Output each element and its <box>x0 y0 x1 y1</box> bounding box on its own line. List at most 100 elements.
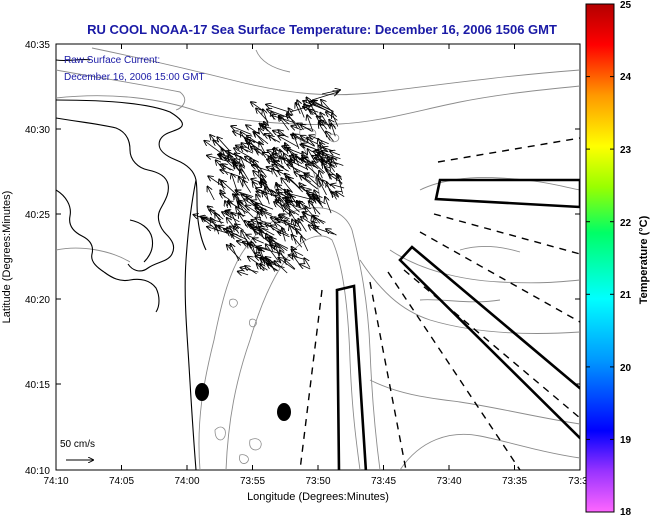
current-vector <box>300 264 311 270</box>
current-vector <box>304 258 311 268</box>
current-vector <box>248 222 264 233</box>
current-vector <box>332 113 339 127</box>
current-vector <box>262 192 269 201</box>
traffic-lanes-dashed <box>299 137 580 470</box>
current-vector <box>256 109 269 122</box>
y-tick-label: 40:25 <box>25 210 50 221</box>
current-vector <box>322 163 332 177</box>
current-vector <box>259 142 266 153</box>
current-vector <box>311 92 338 101</box>
current-vector <box>266 237 289 249</box>
current-vector <box>313 195 324 208</box>
current-vector <box>338 176 343 194</box>
current-vector <box>234 159 244 167</box>
y-tick-label: 40:15 <box>25 380 50 391</box>
current-vector <box>326 132 334 142</box>
current-vector <box>271 158 288 172</box>
colorbar-tick-label: 22 <box>620 218 632 229</box>
current-vector <box>276 200 290 212</box>
y-tick-label: 40:10 <box>25 466 50 477</box>
x-axis: 74:10 74:05 74:00 73:55 73:50 73:45 73:4… <box>43 44 588 503</box>
current-vector <box>254 160 267 177</box>
x-tick-label: 73:45 <box>371 476 396 487</box>
current-vector <box>217 137 230 151</box>
current-vector <box>278 193 292 199</box>
current-vector <box>208 176 226 189</box>
current-vector <box>317 176 321 187</box>
current-vector <box>241 132 249 145</box>
current-vector <box>250 140 259 156</box>
current-vector <box>282 229 285 242</box>
x-tick-label: 74:00 <box>174 476 199 487</box>
dump-zone-north <box>434 178 580 209</box>
dump-zone-polygons <box>335 178 580 470</box>
current-vector <box>301 237 309 252</box>
x-tick-label: 74:10 <box>43 476 68 487</box>
current-vector <box>273 131 289 138</box>
current-vector <box>297 202 308 208</box>
current-vector <box>331 192 339 198</box>
plot-area <box>55 43 581 471</box>
y-axis-label: Latitude (Degrees:Minutes) <box>1 191 13 324</box>
current-vector <box>272 154 284 160</box>
current-vector <box>318 139 322 150</box>
current-vector <box>236 207 244 218</box>
current-vector <box>304 174 314 178</box>
x-tick-label: 73:3 <box>568 476 588 487</box>
current-vector <box>304 212 308 220</box>
current-vector <box>243 180 252 193</box>
current-vector <box>278 136 298 148</box>
current-vector <box>276 245 282 264</box>
x-tick-label: 74:05 <box>109 476 134 487</box>
current-vector <box>309 110 321 119</box>
current-vector <box>330 165 335 173</box>
colorbar-tick-label: 23 <box>620 145 632 156</box>
current-vector <box>293 255 302 267</box>
dump-zone-south <box>335 284 368 470</box>
current-vector <box>285 143 289 152</box>
inset-line-2: December 16, 2006 15:00 GMT <box>64 72 205 83</box>
current-vector <box>241 157 245 168</box>
current-vector <box>222 212 240 223</box>
current-vector <box>293 134 300 149</box>
current-vector <box>216 226 219 235</box>
marker-east <box>277 403 291 421</box>
current-vector <box>267 264 279 271</box>
current-vector <box>241 143 251 151</box>
colorbar-tick-label: 21 <box>620 290 632 301</box>
current-vector <box>275 261 288 274</box>
colorbar-tick-label: 20 <box>620 363 632 374</box>
current-vector <box>232 174 238 191</box>
current-vector-field <box>194 90 345 275</box>
current-vector <box>331 124 336 137</box>
current-vector <box>319 171 322 179</box>
current-vector <box>251 102 264 112</box>
current-vector <box>215 213 222 225</box>
current-vector <box>204 141 223 155</box>
current-vector <box>285 260 296 270</box>
current-vector <box>260 248 265 261</box>
current-vector <box>329 175 343 184</box>
current-vector <box>208 187 215 201</box>
current-vector <box>267 167 282 174</box>
colorbar-tick-label: 25 <box>620 0 632 11</box>
current-vector <box>266 244 279 261</box>
current-vector <box>312 101 334 112</box>
current-vector <box>330 151 341 155</box>
current-vector <box>278 130 286 137</box>
current-vector <box>227 218 237 231</box>
current-vector <box>279 216 289 220</box>
y-tick-label: 40:20 <box>25 295 50 306</box>
current-vector <box>321 90 340 95</box>
figure-title: RU COOL NOAA-17 Sea Surface Temperature:… <box>87 22 557 37</box>
current-vector <box>224 229 248 240</box>
current-vector <box>264 122 268 132</box>
current-vector <box>241 231 252 249</box>
colorbar-tick-label: 19 <box>620 435 632 446</box>
current-vector <box>285 190 292 198</box>
x-axis-label: Longitude (Degrees:Minutes) <box>247 491 389 503</box>
current-vector <box>301 125 313 132</box>
y-tick-label: 40:30 <box>25 125 50 136</box>
x-tick-label: 73:55 <box>240 476 265 487</box>
